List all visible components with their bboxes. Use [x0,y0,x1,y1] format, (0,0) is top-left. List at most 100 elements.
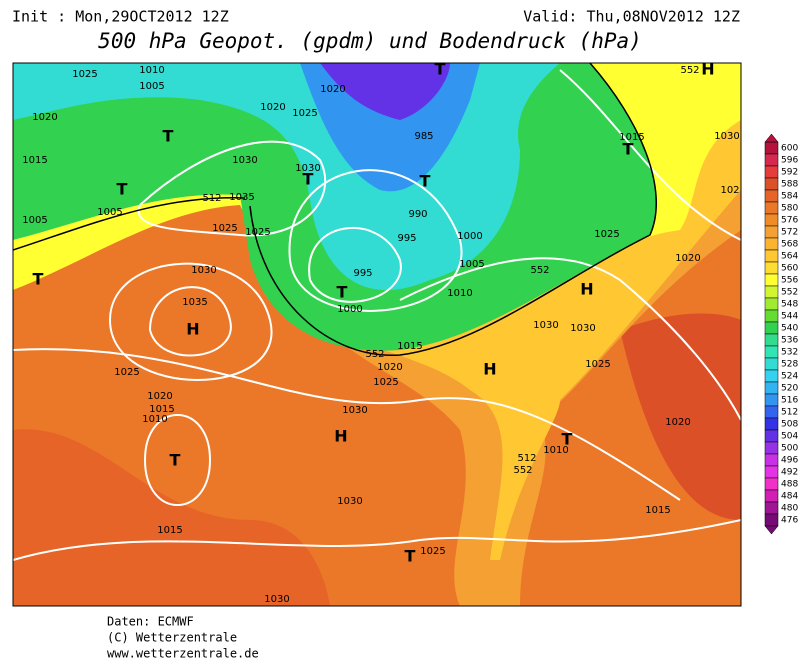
colorbar-cell [764,333,779,347]
colorbar-cap-bottom [764,525,779,535]
isobar-label: 1035 [182,297,207,308]
pressure-center: T [170,451,181,470]
pressure-center: T [303,170,314,189]
pressure-center: H [334,427,347,446]
colorbar-label: 524 [781,372,798,382]
colorbar-label: 544 [781,312,798,322]
pressure-center: H [186,320,199,339]
isobar-label: 1030 [533,320,558,331]
colorbar-label: 588 [781,180,798,190]
pressure-center: H [580,280,593,299]
colorbar-cap-top [764,133,779,143]
colorbar-label: 504 [781,432,798,442]
isobar-label: 985 [414,131,433,142]
data-source: Daten: ECMWF [107,615,194,629]
colorbar-cell [764,465,779,479]
colorbar-cell [764,249,779,263]
copyright: (C) Wetterzentrale [107,631,237,645]
colorbar-label: 584 [781,192,798,202]
isobar-label: 1005 [22,215,47,226]
isobar-label: 1025 [373,377,398,388]
colorbar-cell [764,177,779,191]
pressure-center: T [435,60,446,79]
colorbar-label: 512 [781,408,798,418]
colorbar-label: 580 [781,204,798,214]
isobar-label: 552 [513,465,532,476]
isobar-label: 1025 [292,108,317,119]
isobar-label: 1005 [97,207,122,218]
isobar-label: 1020 [147,391,172,402]
colorbar-cell [764,489,779,503]
colorbar-label: 484 [781,492,798,502]
isobar-label: 1025 [114,367,139,378]
isobar-label: 512 [202,193,221,204]
isobar-label: 1025 [420,546,445,557]
colorbar-label: 564 [781,252,798,262]
pressure-center: H [701,60,714,79]
colorbar-label: 532 [781,348,798,358]
pressure-center: T [420,172,431,191]
colorbar-cell [764,201,779,215]
colorbar-label: 596 [781,156,798,166]
colorbar-label: 600 [781,144,798,154]
isobar-label: 1025 [585,359,610,370]
pressure-center: T [405,547,416,566]
colorbar-cell [764,297,779,311]
isobar-label: 1030 [232,155,257,166]
colorbar-cell [764,513,779,527]
colorbar-label: 488 [781,480,798,490]
colorbar-cell [764,405,779,419]
colorbar-label: 592 [781,168,798,178]
isobar-label: 1020 [665,417,690,428]
isobar-label: 1020 [675,253,700,264]
colorbar-label: 568 [781,240,798,250]
isobar-label: 1005 [139,81,164,92]
map-frame [12,62,742,607]
pressure-center: T [117,180,128,199]
isobar-label: 1025 [72,69,97,80]
isobar-label: 1025 [212,223,237,234]
isobar-label: 1030 [570,323,595,334]
isobar-label: 1005 [459,259,484,270]
colorbar-cell [764,225,779,239]
colorbar-cell [764,369,779,383]
colorbar-label: 552 [781,288,798,298]
map-title: 500 hPa Geopot. (gpdm) und Bodendruck (h… [98,29,642,53]
pressure-center: T [623,140,634,159]
isobar-label: 1020 [377,362,402,373]
colorbar-cell [764,237,779,251]
isobar-label: 1030 [295,163,320,174]
pressure-center: T [163,127,174,146]
isobar-label: 1025 [594,229,619,240]
colorbar-cell [764,477,779,491]
colorbar-label: 528 [781,360,798,370]
colorbar-cell [764,501,779,515]
valid-time: Valid: Thu,08NOV2012 12Z [523,8,740,26]
isobar-label: 1020 [320,84,345,95]
colorbar-cell [764,357,779,371]
colorbar-cell [764,453,779,467]
colorbar-cell [764,441,779,455]
colorbar-label: 536 [781,336,798,346]
colorbar-cell [764,141,779,155]
isobar-label: 552 [365,349,384,360]
isobar-label: 1015 [157,525,182,536]
isobar-label: 1020 [260,102,285,113]
colorbar-cell [764,189,779,203]
isobar-label: 1010 [142,414,167,425]
colorbar-label: 480 [781,504,798,514]
colorbar-label: 496 [781,456,798,466]
colorbar-label: 556 [781,276,798,286]
isobar-label: 512 [517,453,536,464]
colorbar-cell [764,273,779,287]
colorbar-label: 548 [781,300,798,310]
isobar-label: 1030 [342,405,367,416]
isobar-label: 1010 [447,288,472,299]
colorbar-label: 576 [781,216,798,226]
isobar-label: 1025 [245,227,270,238]
isobar-label: 1015 [645,505,670,516]
isobar-label: 102 [720,185,739,196]
colorbar-label: 572 [781,228,798,238]
